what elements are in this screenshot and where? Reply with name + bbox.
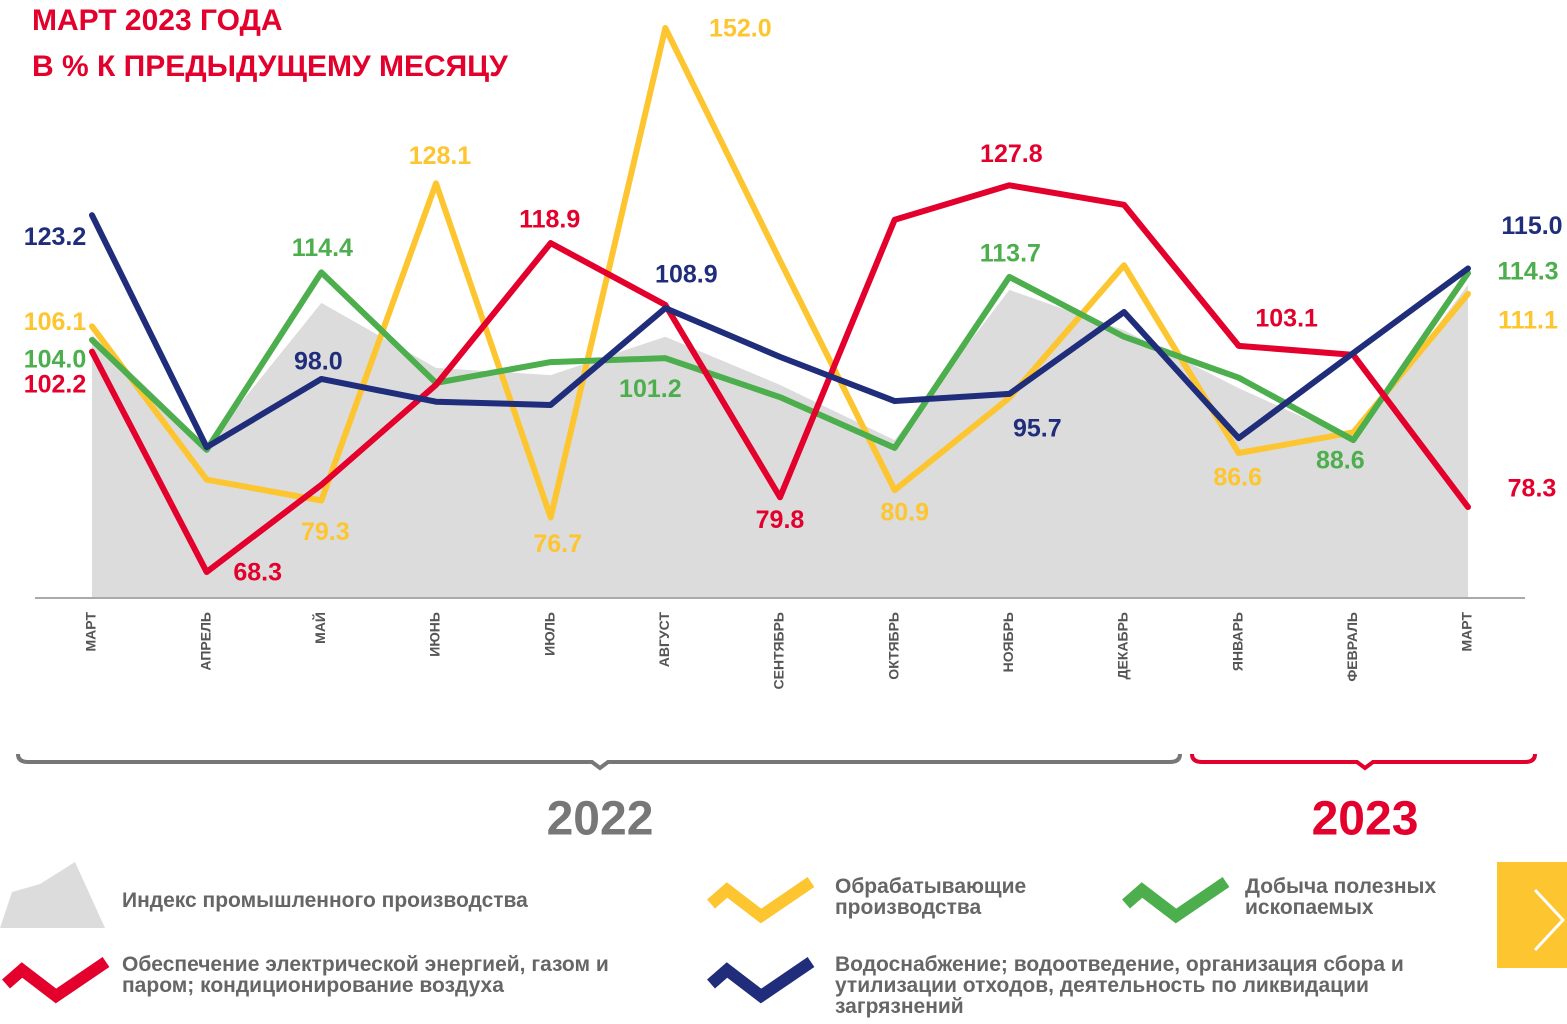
x-tick-label: АПРЕЛЬ [197,612,213,671]
data-label: 68.3 [233,559,282,587]
data-label: 118.9 [519,206,580,234]
data-label: 127.8 [980,140,1043,168]
x-tick-label: МАЙ [311,612,328,644]
legend-label: Обеспечение электрической энергией, газо… [122,953,609,997]
x-tick-label: ДЕКАБРЬ [1115,612,1131,679]
chart-title: В % К ПРЕДЫДУЩЕМУ МЕСЯЦУ [32,50,508,83]
data-label: 114.4 [292,234,353,262]
data-label: 111.1 [1498,306,1558,334]
area [92,284,1468,598]
data-label: 86.6 [1213,464,1262,492]
data-label: 106.1 [24,308,87,336]
next-button[interactable] [1497,862,1567,968]
line [89,182,1471,576]
data-label: 78.3 [1508,475,1557,503]
data-label: 152.0 [709,15,772,43]
data-label: 79.3 [301,518,350,546]
legend-label: Водоснабжение; водоотведение, организаци… [835,953,1404,1018]
legend-label: Добыча полезных ископаемых [1245,875,1437,919]
data-label: 79.8 [756,506,805,534]
x-tick-label: МАРТ [83,612,99,652]
x-tick-label: ЯНВАРЬ [1229,612,1245,671]
data-label: 104.0 [24,346,87,374]
data-label: 113.7 [980,240,1041,268]
data-label: 108.9 [655,261,718,289]
x-tick-label: ИЮЛЬ [541,612,557,656]
x-tick-label: СЕНТЯБРЬ [771,612,787,689]
x-tick-label: ОКТЯБРЬ [885,612,901,680]
line [89,212,1471,451]
x-tick-label: АВГУСТ [656,612,672,668]
data-label: 103.1 [1255,304,1318,332]
data-label: 123.2 [24,223,87,251]
legend-label: Обрабатывающие производства [835,875,1027,919]
data-label: 80.9 [880,499,929,527]
legend-icon [0,862,105,928]
x-tick-label: ИЮНЬ [427,612,443,657]
data-label: 102.2 [24,370,87,398]
group-bracket [1190,753,1537,771]
data-label: 88.6 [1316,447,1365,475]
legend-icon [707,877,815,924]
next-arrow [1533,888,1566,952]
chart-title: МАРТ 2023 ГОДА [32,4,283,37]
data-label: 101.2 [619,375,682,403]
x-tick-label: НОЯБРЬ [1000,612,1016,672]
x-tick-label: МАРТ [1459,612,1475,652]
data-label: 115.0 [1501,212,1562,240]
data-label: 95.7 [1013,415,1062,443]
legend-icon [707,957,815,1004]
legend-label: Индекс промышленного производства [122,889,528,912]
data-label: 114.3 [1497,258,1558,286]
data-label: 98.0 [294,348,343,376]
line [89,269,1471,453]
line [89,25,1471,521]
group-label: 2023 [1312,793,1419,846]
group-bracket [16,753,1182,771]
legend-icon [2,957,110,1004]
group-label: 2022 [547,793,654,846]
data-label: 76.7 [533,530,582,558]
x-tick-label: ФЕВРАЛЬ [1344,612,1360,682]
legend-icon [1122,877,1230,924]
data-label: 128.1 [409,142,472,170]
